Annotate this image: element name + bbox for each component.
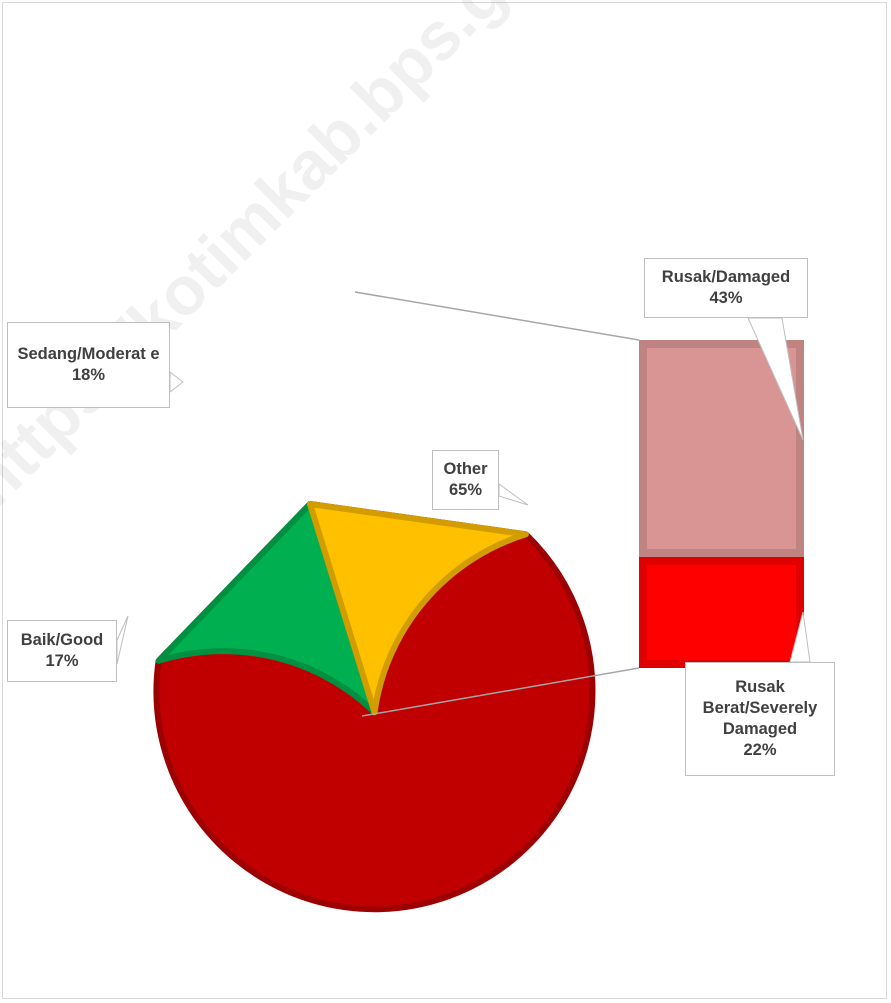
label-value-damaged: 43% <box>709 289 743 307</box>
label-name-damaged: Rusak/Damaged <box>661 268 791 286</box>
callout-damaged <box>747 317 804 441</box>
breakdown-bar <box>639 340 804 668</box>
bar-segment-rusak-berat-severely-damaged <box>639 557 804 668</box>
bar-segment-rusak-damaged <box>639 340 804 557</box>
data-label-damaged: Rusak/Damaged 43% <box>644 258 808 318</box>
label-value-severely-damaged: 22% <box>743 741 777 759</box>
callout-good <box>116 615 129 665</box>
data-label-moderate: Sedang/Moderat e 18% <box>7 322 170 408</box>
label-name-severely-damaged: Rusak Berat/Severely Damaged <box>702 678 818 738</box>
callout-other <box>498 483 529 506</box>
label-name-good: Baik/Good <box>20 631 104 649</box>
data-label-severely-damaged: Rusak Berat/Severely Damaged 22% <box>685 662 835 776</box>
connector-lines <box>116 291 811 717</box>
connector-line-top <box>354 291 640 341</box>
pie-slice-baik-good <box>155 501 378 716</box>
data-label-other: Other 65% <box>432 450 499 510</box>
data-label-good: Baik/Good 17% <box>7 620 117 682</box>
label-value-moderate: 18% <box>71 366 106 384</box>
label-value-other: 65% <box>448 481 483 499</box>
connector-line-bottom <box>361 667 640 717</box>
label-name-moderate: Sedang/Moderat e <box>17 345 160 363</box>
label-value-good: 17% <box>45 652 79 670</box>
pie-slice-sedang-moderate <box>307 501 529 716</box>
pie <box>153 501 596 913</box>
callout-moderate <box>169 370 184 394</box>
label-name-other: Other <box>443 460 488 478</box>
